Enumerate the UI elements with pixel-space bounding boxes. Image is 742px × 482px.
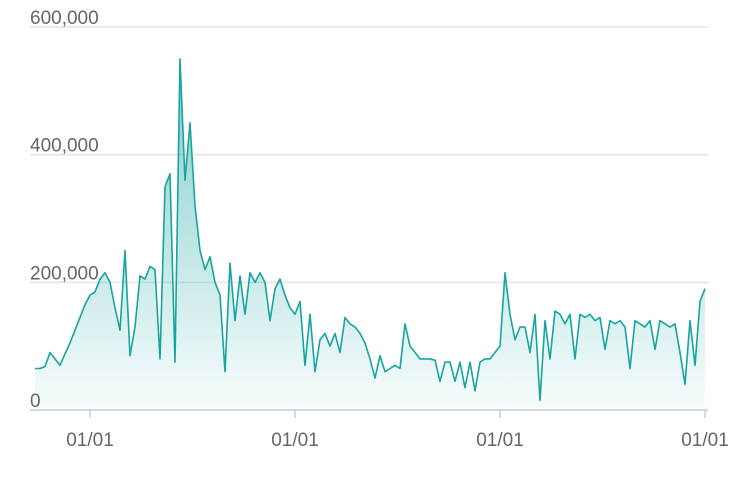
y-tick-label: 200,000 <box>30 263 99 284</box>
y-tick-label: 400,000 <box>30 136 99 157</box>
line <box>35 58 706 402</box>
x-tick-label: 01/01 <box>681 430 729 451</box>
x-tick-label: 01/01 <box>66 430 114 451</box>
y-tick-label: 600,000 <box>30 8 99 29</box>
x-tick-label: 01/01 <box>476 430 524 451</box>
x-tick-label: 01/01 <box>271 430 319 451</box>
area-fill <box>35 58 705 411</box>
